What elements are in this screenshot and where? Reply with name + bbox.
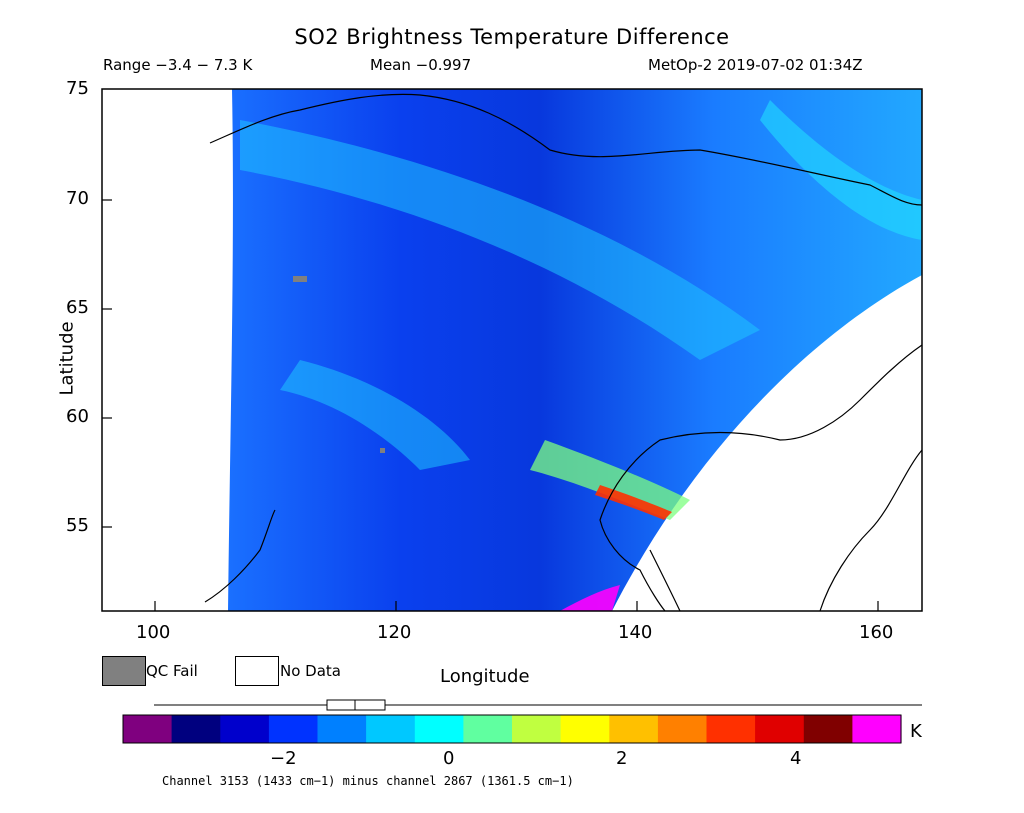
colorbar-tick-4: 4 [790,748,802,769]
swath-band-green [530,440,690,520]
colorbar-segment [560,715,610,743]
mean-label: Mean −0.997 [370,56,472,74]
qc-fail-label: QC Fail [146,662,198,680]
swath-band-light-mid [280,360,470,470]
swath-band-light-north [240,120,760,360]
colorbar-unit: K [910,721,922,742]
colorbar-mean-box [326,699,386,711]
y-tick-75: 75 [66,78,89,99]
colorbar-border [122,714,902,744]
qc-fail-pixel [293,276,307,282]
colorbar-segment [268,715,319,743]
colorbar-tick-2: 2 [616,748,628,769]
x-tick-160: 160 [859,622,894,643]
x-tick-120: 120 [377,622,412,643]
y-tick-65: 65 [66,297,89,318]
colorbar-segment [755,715,805,743]
colorbar-tick-minus2: −2 [270,748,297,769]
channel-footer: Channel 3153 (1433 cm−1) minus channel 2… [162,774,574,788]
swath-hot-zone [595,485,672,520]
colorbar-segment [512,715,562,743]
qc-fail-pixel-2 [380,448,385,453]
coastlines [204,93,923,612]
y-tick-60: 60 [66,406,89,427]
colorbar-segment [414,715,464,743]
x-tick-140: 140 [618,622,653,643]
swath-hot-zone-south [560,585,620,611]
colorbar-segment [803,715,853,743]
y-tick-70: 70 [66,188,89,209]
swath-band-cyan-east [760,100,922,240]
qc-fail-swatch [102,656,146,686]
satellite-time-label: MetOp-2 2019-07-02 01:34Z [648,56,863,74]
no-data-swatch [235,656,279,686]
colorbar-segment [317,715,367,743]
colorbar [122,714,902,744]
y-tick-55: 55 [66,515,89,536]
axis-ticks [102,199,879,611]
plot-frame [101,88,923,612]
range-label: Range −3.4 − 7.3 K [103,56,253,74]
colorbar-segment [220,715,270,743]
x-axis-label: Longitude [440,666,530,687]
colorbar-segment [463,715,513,743]
colorbar-segment [657,715,708,743]
swath-area [228,89,922,611]
colorbar-tick-0: 0 [443,748,455,769]
colorbar-segment [706,715,756,743]
colorbar-segment [171,715,221,743]
x-tick-100: 100 [136,622,171,643]
no-data-label: No Data [280,662,341,680]
colorbar-segment [123,715,173,743]
colorbar-segment [366,715,416,743]
colorbar-segment [852,715,902,743]
chart-title: SO2 Brightness Temperature Difference [294,25,730,49]
colorbar-segment [609,715,659,743]
